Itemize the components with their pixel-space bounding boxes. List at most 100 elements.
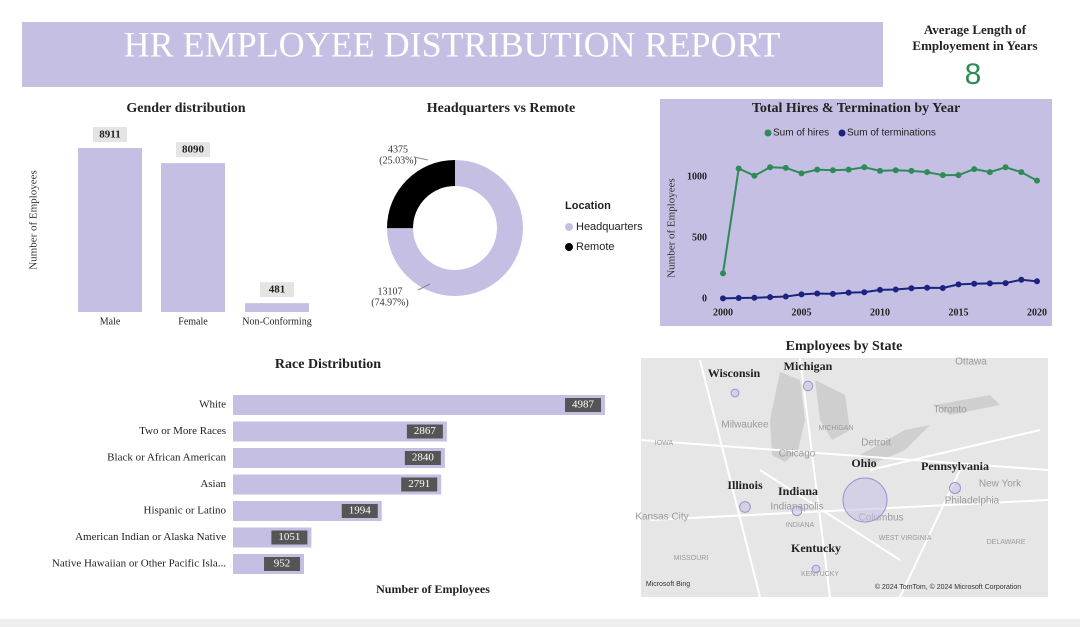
value-label: 2867 (414, 425, 437, 437)
data-point (829, 290, 836, 297)
data-point (892, 286, 899, 293)
y-tick-label: White (199, 399, 226, 411)
data-point (939, 172, 946, 179)
map-place-label: MICHIGAN (819, 425, 854, 432)
data-point (829, 167, 836, 174)
map-place-label: INDIANA (786, 522, 815, 529)
x-tick-label: 2005 (792, 307, 812, 318)
leader-line (417, 283, 431, 291)
y-tick-label: 500 (692, 232, 707, 243)
data-point (845, 289, 852, 296)
leader-line (413, 156, 429, 161)
value-label-box (264, 557, 301, 571)
bubble (791, 505, 803, 517)
bar (233, 448, 445, 468)
data-point (986, 280, 993, 287)
y-tick-label: 1000 (687, 171, 707, 182)
value-label: 4987 (572, 399, 595, 411)
state-label: Wisconsin (708, 366, 761, 380)
data-point (1002, 280, 1009, 287)
data-point (877, 286, 883, 293)
slice-value-label: 4375 (388, 144, 408, 155)
y-tick-label: Hispanic or Latino (144, 505, 227, 517)
map-place-label: IOWA (655, 440, 674, 447)
data-point (1034, 177, 1040, 184)
bar (161, 163, 225, 312)
pie-slice (387, 160, 455, 229)
data-point (908, 167, 915, 174)
data-point (1018, 169, 1025, 176)
x-tick-label: 2015 (949, 307, 969, 318)
data-point (767, 164, 774, 171)
y-tick-label: 0 (702, 293, 707, 304)
data-point (814, 290, 821, 297)
map-place-label: Chicago (779, 449, 816, 460)
map-place-label: DELAWARE (987, 539, 1026, 546)
x-tick-label: 2010 (870, 307, 890, 318)
x-axis-label: Number of Employees (376, 582, 490, 596)
data-point (1034, 278, 1040, 285)
data-point (798, 170, 805, 177)
y-tick-label: Two or More Races (139, 425, 226, 437)
map-place-label: Milwaukee (721, 420, 769, 431)
value-label: 1051 (278, 531, 300, 543)
data-point (814, 166, 821, 173)
value-label-box (401, 477, 438, 492)
road (759, 469, 901, 561)
data-point (735, 295, 742, 302)
data-point (861, 164, 868, 171)
map-place-label: © 2024 TomTom, © 2024 Microsoft Corporat… (875, 583, 1021, 591)
legend-label: Sum of terminations (847, 128, 936, 139)
data-point (767, 294, 774, 301)
data-point (720, 270, 726, 277)
data-point (782, 164, 789, 171)
value-label-box (271, 530, 308, 545)
map-place-label: MISSOURI (674, 555, 709, 562)
value-label-box (341, 504, 378, 518)
chart-title: Gender distribution (126, 101, 245, 116)
state-label: Indiana (778, 484, 818, 498)
lake (770, 372, 805, 462)
data-point (924, 284, 931, 291)
y-tick-label: Native Hawaiian or Other Pacific Isla... (52, 558, 226, 570)
map-place-label: Philadelphia (945, 496, 1000, 507)
y-axis-label: Number of Employees (28, 170, 40, 270)
data-point (986, 169, 993, 176)
value-label-box (565, 398, 602, 412)
bubble (802, 380, 814, 392)
x-tick-label: Male (100, 316, 121, 327)
legend-label: Headquarters (576, 221, 643, 233)
value-label: 2840 (412, 452, 435, 464)
value-label-box (404, 451, 441, 465)
road (699, 359, 761, 598)
x-tick-label: Female (178, 316, 208, 327)
legend-marker (565, 223, 573, 231)
data-point (845, 166, 852, 173)
value-label-box (93, 127, 127, 143)
slice-value-label: 13107 (378, 286, 403, 297)
data-point (955, 172, 962, 179)
title-banner (22, 22, 883, 87)
value-label-box (406, 424, 443, 439)
road (640, 439, 1049, 471)
y-tick-label: American Indian or Alaska Native (75, 531, 226, 543)
data-point (782, 293, 789, 300)
data-point (798, 291, 805, 298)
y-tick-label: Asian (200, 478, 226, 490)
lake (935, 395, 1000, 415)
state-label: Pennsylvania (921, 459, 989, 473)
data-point (735, 165, 742, 172)
bubble (739, 501, 751, 513)
state-label: Illinois (727, 478, 763, 492)
legend-title: Location (565, 200, 611, 212)
data-point (939, 285, 946, 292)
bubble (842, 477, 888, 523)
value-label: 8090 (182, 144, 205, 156)
state-label: Ohio (851, 456, 876, 470)
bar (233, 395, 606, 415)
value-label: 1994 (349, 505, 372, 517)
state-label: Kentucky (791, 541, 841, 555)
value-label-box (176, 142, 210, 158)
slice-percent-label: (74.97%) (371, 297, 409, 308)
